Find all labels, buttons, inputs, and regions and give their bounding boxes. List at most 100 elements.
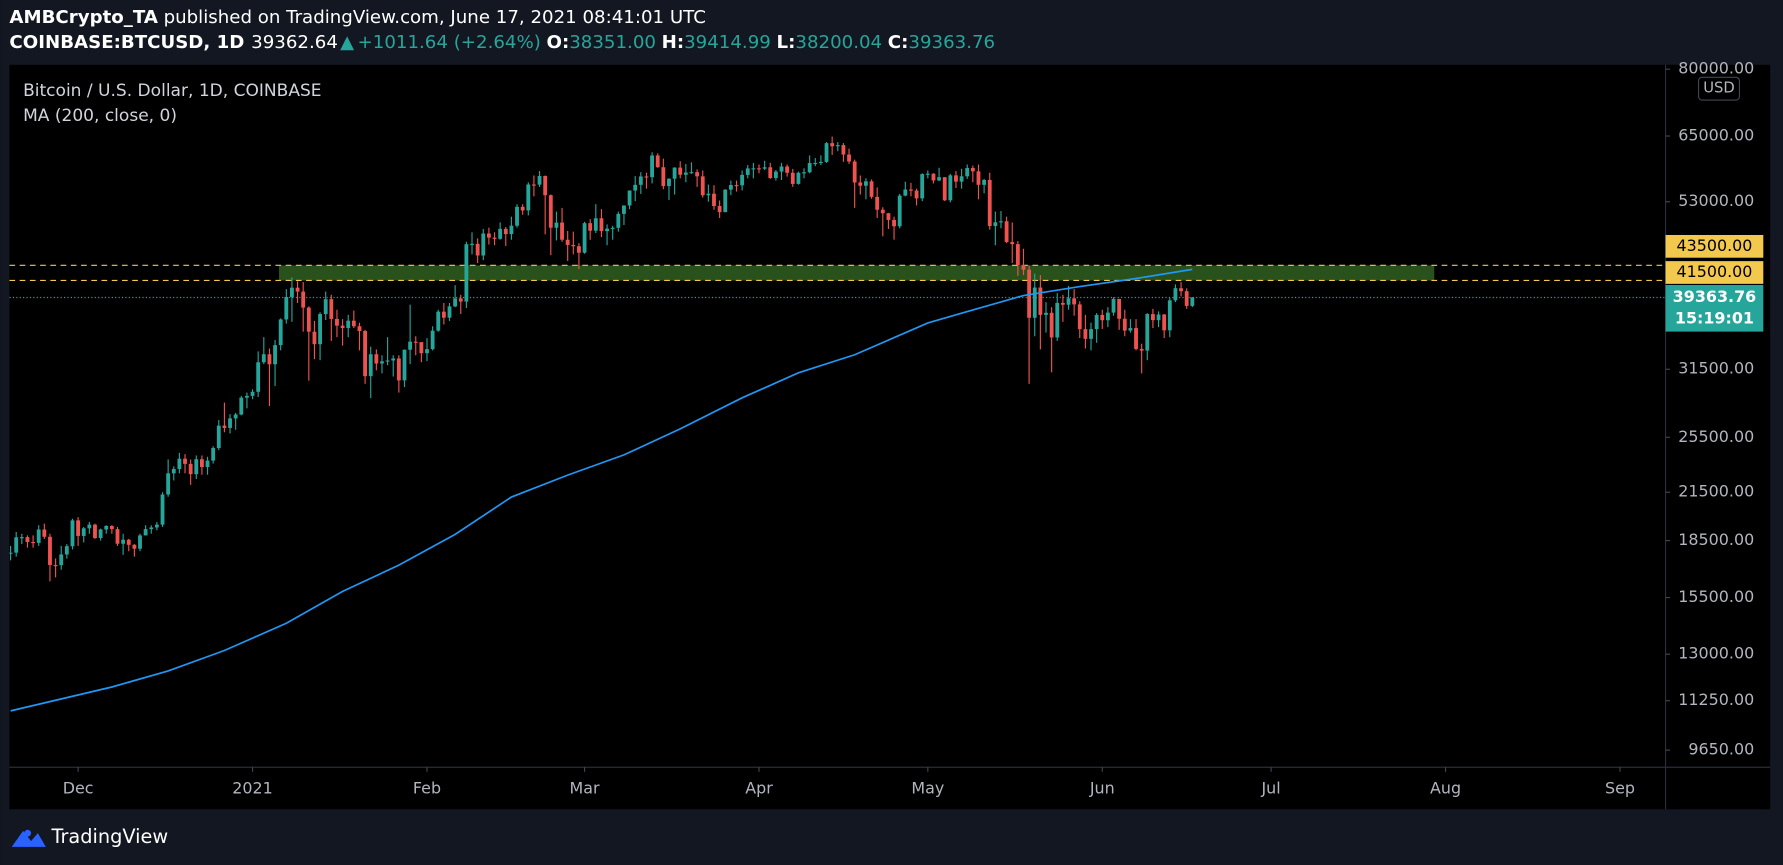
candle-body [36, 529, 41, 543]
candle-body [622, 205, 626, 214]
candle-body [695, 172, 700, 177]
candle-body [571, 244, 576, 247]
y-tick-label: 13000.00 [1678, 644, 1754, 663]
candle-body [543, 176, 548, 196]
candle-body [1111, 298, 1116, 313]
candle-body [98, 529, 103, 538]
candle-body [374, 354, 379, 364]
candle-body [723, 189, 728, 213]
level-label-box [1665, 261, 1764, 284]
candle-body [188, 463, 193, 475]
footer-logo [11, 829, 46, 847]
ohlc-value: 39414.99 [684, 32, 771, 53]
candle-body [768, 167, 773, 179]
candle-body [667, 178, 671, 187]
support-zone [278, 265, 1435, 281]
candle-body [222, 425, 227, 428]
candle-body [931, 173, 936, 181]
candle-body [638, 176, 643, 185]
y-tick-label: 25500.00 [1678, 427, 1754, 446]
candle-body [813, 162, 818, 165]
x-tick-label: May [911, 778, 944, 797]
price-label: 39363.76 [1673, 287, 1757, 306]
candle-body [93, 524, 97, 538]
candle-body [740, 174, 745, 186]
candle-body [554, 222, 559, 228]
candle-body [959, 176, 964, 182]
candle-body [385, 360, 390, 362]
legend-entry: MA (200, close, 0) [23, 106, 177, 126]
candle-body [830, 143, 835, 147]
candle-body [593, 218, 598, 231]
candle-body [1117, 298, 1122, 319]
candle-body [425, 349, 429, 354]
candle-body [728, 185, 733, 190]
candle-body [42, 529, 47, 537]
ohlc-value: 38200.04 [795, 32, 882, 53]
x-tick-label: Sep [1605, 778, 1635, 797]
candle-body [436, 311, 441, 331]
x-tick-label: Aug [1430, 778, 1461, 797]
candle-body [717, 206, 722, 213]
candle-body [689, 172, 694, 174]
candle-body [391, 358, 396, 361]
ohlc-key: C: [888, 32, 909, 53]
candle-body [430, 330, 435, 350]
candle-body [278, 319, 283, 346]
candle-body [447, 306, 452, 318]
candle-body [824, 143, 829, 162]
candle-body [526, 184, 531, 211]
chart-title: Bitcoin / U.S. Dollar, 1D, COINBASE [23, 81, 322, 101]
candle-body [402, 349, 407, 381]
candle-body [965, 167, 970, 177]
candle-body [616, 213, 621, 228]
candle-body [143, 529, 148, 536]
candle-body [19, 537, 24, 539]
plot-area [9, 136, 1666, 712]
ma-line [10, 268, 1193, 712]
candle-body [59, 554, 64, 566]
candle-body [205, 460, 210, 468]
candle-body [897, 195, 902, 227]
level-label-box [1665, 234, 1764, 258]
symbol-line: COINBASE:BTCUSD, 1D 39362.64 ▲ +1011.64 (+2… [9, 32, 995, 53]
candle-body [712, 193, 716, 207]
candle-body [470, 243, 474, 245]
ohlc-key: H: [662, 32, 684, 53]
candle-body [464, 244, 469, 302]
candle-body [216, 425, 221, 449]
candle-body [154, 524, 159, 528]
candle-body [1134, 328, 1138, 349]
candle-body [363, 331, 368, 377]
candle-body [745, 168, 750, 175]
candle-body [166, 473, 171, 495]
candle-body [284, 296, 289, 320]
candle-body [1122, 318, 1127, 331]
candle-body [706, 193, 711, 196]
candle-body [14, 537, 19, 553]
candle-body [847, 154, 851, 162]
candle-body [650, 155, 655, 178]
candle-body [486, 233, 491, 238]
candle-body [351, 320, 356, 327]
candle-body [48, 536, 52, 565]
candle-body [256, 362, 261, 392]
candle-body [678, 167, 683, 175]
last-price: 39362.64 [251, 32, 338, 53]
y-tick-label: 15500.00 [1678, 587, 1754, 606]
candle-body [357, 326, 362, 332]
candle-body [81, 528, 86, 536]
candle-body [1021, 265, 1026, 270]
candle-body [419, 342, 424, 354]
candle-body [233, 414, 238, 419]
level-label: 43500.00 [1676, 236, 1752, 255]
candle-body [245, 395, 249, 398]
candle-body [937, 177, 941, 181]
candle-body [835, 145, 840, 147]
y-tick-label: 21500.00 [1678, 482, 1754, 501]
candle-body [149, 527, 154, 530]
candle-body [779, 166, 784, 172]
candle-body [346, 320, 351, 329]
candle-body [323, 299, 328, 315]
